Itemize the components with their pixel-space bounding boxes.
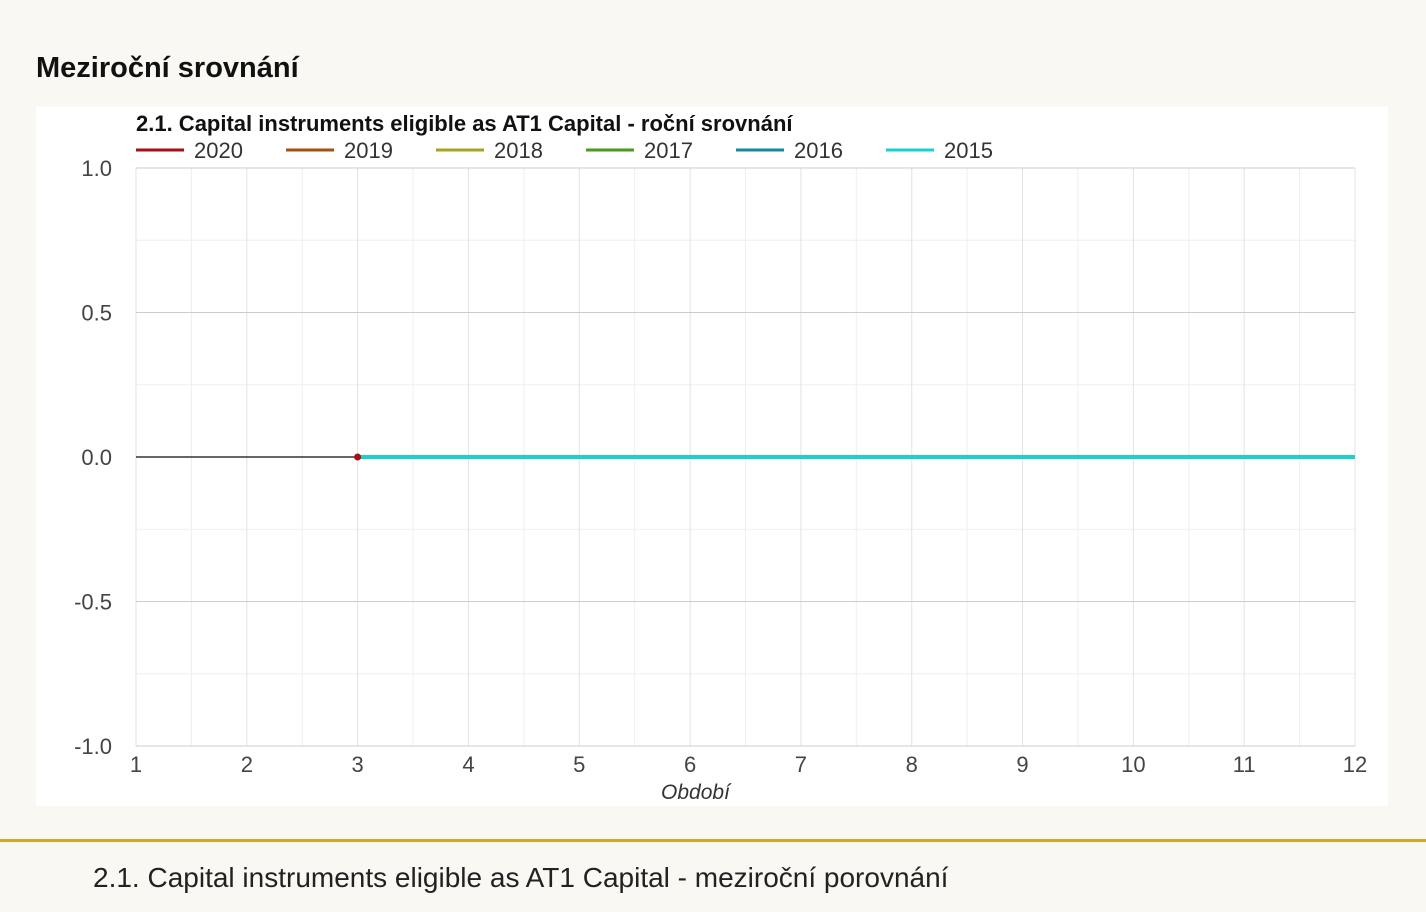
x-tick-label: 7 — [795, 752, 807, 777]
x-tick-label: 2 — [241, 752, 253, 777]
line-chart: 1.00.50.0-0.5-1.01 2 3 4 5 6 7 8 9 10 11 12Období2.… — [74, 111, 1367, 804]
x-tick-label: 8 — [906, 752, 918, 777]
section-divider — [0, 839, 1426, 842]
y-tick-label: -1.0 — [74, 734, 112, 759]
y-tick-label: -0.5 — [74, 590, 112, 615]
chart-panel: 1.0 0.5 0.0 -0.5 -1.0 1 2 3 4 5 6 7 8 9 10 11 12 Období 2.… — [36, 107, 1388, 806]
y-tick-label: 0.0 — [81, 445, 112, 470]
legend-label-2016[interactable]: 2016 — [794, 138, 843, 163]
x-axis-label: Období — [661, 781, 732, 804]
y-tick-label: 1.0 — [81, 156, 112, 181]
legend-label-2018[interactable]: 2018 — [494, 138, 543, 163]
x-tick-label: 6 — [684, 752, 696, 777]
chart-title: 2.1. Capital instruments eligible as AT1… — [136, 111, 793, 136]
x-tick-label: 9 — [1016, 752, 1028, 777]
x-tick-label: 11 — [1233, 752, 1256, 777]
y-tick-label: 0.5 — [81, 301, 112, 326]
x-tick-label: 1 — [130, 752, 142, 777]
x-tick-label: 12 — [1343, 752, 1367, 777]
next-section-title[interactable]: 2.1. Capital instruments eligible as AT1… — [93, 862, 949, 893]
legend-label-2015[interactable]: 2015 — [944, 138, 993, 163]
section-heading: Meziroční srovnání — [36, 52, 299, 84]
legend-label-2019[interactable]: 2019 — [344, 138, 393, 163]
series-point-2020 — [354, 453, 362, 461]
legend-label-2020[interactable]: 2020 — [194, 138, 243, 163]
x-tick-label: 4 — [462, 752, 474, 777]
x-tick-label: 3 — [352, 752, 364, 777]
x-tick-label: 5 — [573, 752, 585, 777]
legend-label-2017[interactable]: 2017 — [644, 138, 693, 163]
x-tick-label: 10 — [1121, 752, 1145, 777]
